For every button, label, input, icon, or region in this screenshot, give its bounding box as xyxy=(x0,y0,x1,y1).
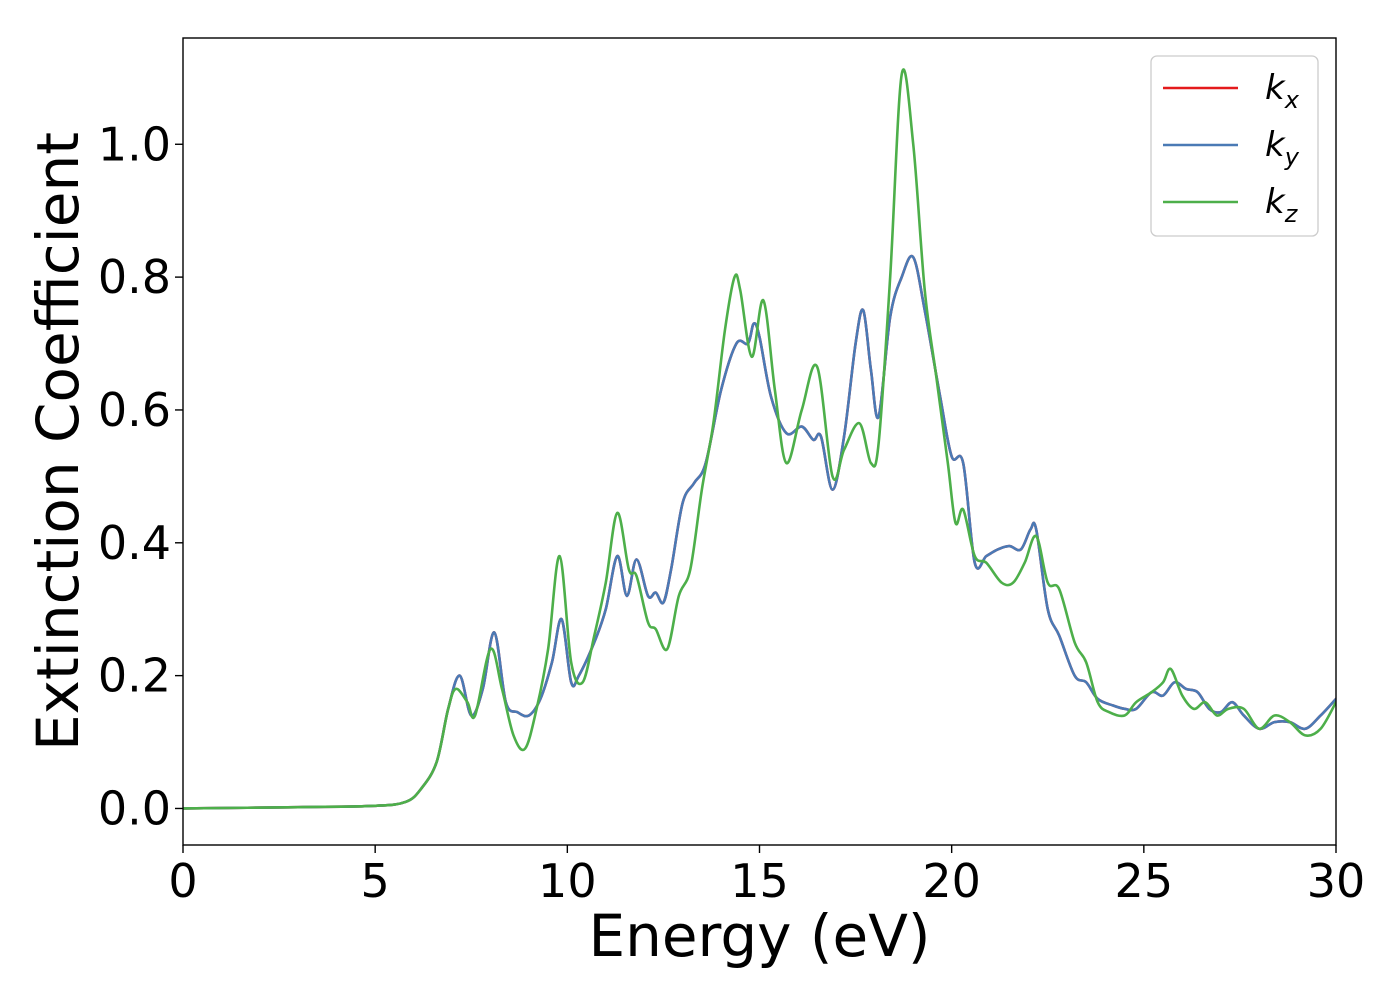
series-line-z xyxy=(183,68,1336,810)
legend-label-main: k xyxy=(1265,125,1286,165)
x-tick-label: 25 xyxy=(1115,854,1174,908)
x-tick-label: 0 xyxy=(168,854,197,908)
x-tick-label: 5 xyxy=(361,854,390,908)
y-tick-label: 0.8 xyxy=(98,250,171,304)
legend-label-main: k xyxy=(1265,68,1286,108)
legend-label-subscript: z xyxy=(1284,200,1299,228)
y-tick-label: 0.6 xyxy=(98,383,171,437)
legend-label-main: k xyxy=(1265,182,1286,222)
legend-label-x: kx xyxy=(1265,68,1300,114)
x-axis-title: Energy (eV) xyxy=(588,902,930,970)
legend-label-y: ky xyxy=(1265,125,1300,171)
y-axis: 0.0 0.2 0.4 0.6 0.8 1.0 xyxy=(98,117,183,835)
x-tick-label: 10 xyxy=(538,854,597,908)
y-axis-title: Extinction Coefficient xyxy=(24,132,92,751)
y-tick-label: 1.0 xyxy=(98,117,171,171)
x-tick-label: 15 xyxy=(730,854,789,908)
series-layer xyxy=(183,68,1336,810)
x-axis: 0 5 10 15 20 25 30 xyxy=(168,845,1365,908)
legend-label-subscript: y xyxy=(1284,143,1300,171)
legend-label-subscript: x xyxy=(1284,86,1300,114)
x-tick-label: 20 xyxy=(922,854,981,908)
legend-label-z: kz xyxy=(1265,182,1299,228)
x-tick-label: 30 xyxy=(1307,854,1366,908)
y-tick-label: 0.2 xyxy=(98,649,171,703)
y-tick-label: 0.4 xyxy=(98,516,171,570)
y-tick-label: 0.0 xyxy=(98,781,171,835)
